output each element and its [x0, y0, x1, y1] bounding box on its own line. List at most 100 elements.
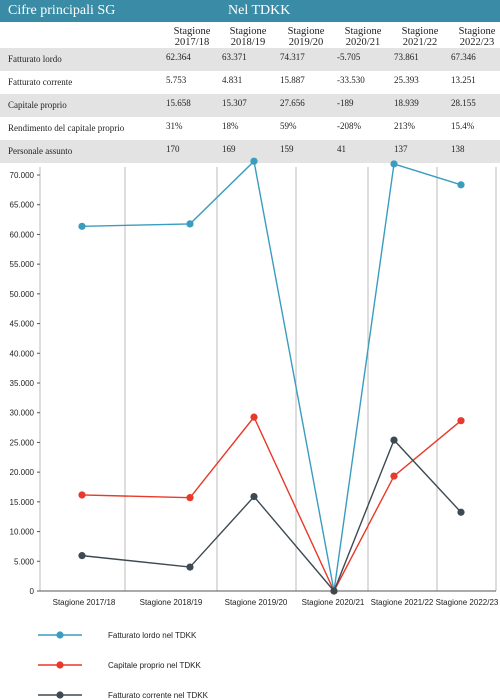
y-tick-label: 10.000	[10, 528, 35, 537]
x-tick-label: Stagione 2021/22	[371, 598, 434, 607]
table-cell: 63.371	[222, 52, 247, 62]
table-cell: 25.393	[394, 75, 419, 85]
legend-marker	[56, 631, 64, 639]
column-header-line2: 2018/19	[230, 37, 266, 48]
table-row: Fatturato corrente 5.753 4.831 15.887 -33.53…	[0, 71, 500, 94]
column-header-line1: Stagione	[287, 26, 325, 37]
column-header: Stagione 2017/18	[162, 26, 222, 48]
table-title: Cifre principali SG	[8, 3, 116, 18]
column-header-line2: 2022/23	[459, 37, 495, 48]
column-header-line1: Stagione	[229, 26, 267, 37]
table-row: Fatturato lordo 62.364 63.371 74.317 -5.705 7…	[0, 48, 500, 71]
table-cell: -5.705	[337, 52, 361, 62]
y-tick-label: 30.000	[10, 409, 35, 418]
column-header: Stagione 2019/20	[276, 26, 336, 48]
data-point	[330, 587, 338, 595]
data-point	[186, 494, 194, 502]
table-cell: 169	[222, 144, 236, 154]
table-cell: 15.4%	[451, 121, 475, 131]
table-cell: 15.307	[222, 98, 247, 108]
x-tick-label: Stagione 2020/21	[302, 598, 365, 607]
table-cell: -33.530	[337, 75, 365, 85]
row-label: Fatturato lordo	[8, 54, 62, 64]
y-tick-label: 45.000	[10, 320, 35, 329]
y-tick-label: 20.000	[10, 468, 35, 477]
table-cell: 4.831	[222, 75, 243, 85]
table-row: Rendimento del capitale proprio 31% 18% 59%…	[0, 117, 500, 140]
table-header-bar: Cifre principali SG Nel TDKK	[0, 0, 500, 22]
series-line	[81, 159, 462, 592]
y-tick-label: 50.000	[10, 290, 35, 299]
data-point	[390, 436, 398, 444]
y-tick-label: 5.000	[14, 557, 35, 566]
y-tick-label: 40.000	[10, 349, 35, 358]
table-cell: 59%	[280, 121, 297, 131]
table-row: Personale assunto 170 169 159 41 137 138	[0, 140, 500, 163]
y-tick-label: 35.000	[10, 379, 35, 388]
data-point	[186, 563, 194, 571]
y-tick-label: 70.000	[10, 171, 35, 180]
column-header-line1: Stagione	[344, 26, 382, 37]
data-point	[457, 181, 465, 189]
table-cell: -208%	[337, 121, 361, 131]
legend-marker	[56, 691, 64, 699]
table-cell: 74.317	[280, 52, 305, 62]
column-header-line1: Stagione	[173, 26, 211, 37]
data-point	[250, 413, 258, 421]
table-row: Capitale proprio 15.658 15.307 27.656 -189 18…	[0, 94, 500, 117]
legend-label: Fatturato lordo nel TDKK	[108, 631, 197, 640]
table-cell: 62.364	[166, 52, 191, 62]
table-cell: 138	[451, 144, 465, 154]
data-point	[457, 508, 465, 516]
row-label: Rendimento del capitale proprio	[8, 123, 125, 133]
table-cell: 28.155	[451, 98, 476, 108]
legend-marker	[56, 661, 64, 669]
table-cell: 13.251	[451, 75, 476, 85]
column-header-line2: 2019/20	[288, 37, 324, 48]
table-cell: 5.753	[166, 75, 187, 85]
column-header-line2: 2021/22	[402, 37, 438, 48]
column-header-line1: Stagione	[458, 26, 496, 37]
column-header: Stagione 2021/22	[390, 26, 450, 48]
y-tick-label: 60.000	[10, 230, 35, 239]
data-point	[78, 491, 86, 499]
row-label: Fatturato corrente	[8, 77, 73, 87]
data-point	[78, 552, 86, 560]
data-point	[250, 492, 258, 501]
y-tick-label: 65.000	[10, 201, 35, 210]
x-tick-label: Stagione 2019/20	[225, 598, 288, 607]
column-header: Stagione 2022/23	[447, 26, 500, 48]
table-cell: 15.658	[166, 98, 191, 108]
row-label: Personale assunto	[8, 146, 73, 156]
data-point	[390, 160, 398, 168]
column-header-line2: 2017/18	[174, 37, 210, 48]
table-cell: 41	[337, 144, 346, 154]
column-header-line1: Stagione	[401, 26, 439, 37]
y-tick-label: 25.000	[10, 438, 35, 447]
table-subtitle: Nel TDKK	[228, 3, 291, 18]
data-point	[250, 157, 258, 165]
table-cell: 18.939	[394, 98, 419, 108]
y-tick-label: 0	[30, 587, 35, 596]
legend-label: Fatturato corrente nel TDKK	[108, 691, 209, 700]
column-header: Stagione 2018/19	[218, 26, 278, 48]
line-chart: 0 5.000 10.000 15.000 20.000 25.000 30.000 35.0…	[10, 157, 499, 700]
legend-label: Capitale proprio nel TDKK	[108, 661, 201, 670]
column-header: Stagione 2020/21	[333, 26, 393, 48]
data-point	[390, 472, 398, 480]
table-cell: 15.887	[280, 75, 305, 85]
x-tick-label: Stagione 2022/23	[436, 598, 499, 607]
series-line	[81, 415, 462, 593]
data-point	[78, 222, 86, 230]
table-cell: 31%	[166, 121, 183, 131]
table-cell: 159	[280, 144, 294, 154]
x-tick-label: Stagione 2018/19	[140, 598, 203, 607]
series-line	[81, 438, 462, 593]
row-label: Capitale proprio	[8, 100, 67, 110]
x-tick-label: Stagione 2017/18	[53, 598, 116, 607]
table-cell: 137	[394, 144, 408, 154]
y-tick-label: 15.000	[10, 498, 35, 507]
column-header-line2: 2020/21	[345, 37, 381, 48]
data-point	[186, 220, 194, 228]
table-cell: -189	[337, 98, 354, 108]
